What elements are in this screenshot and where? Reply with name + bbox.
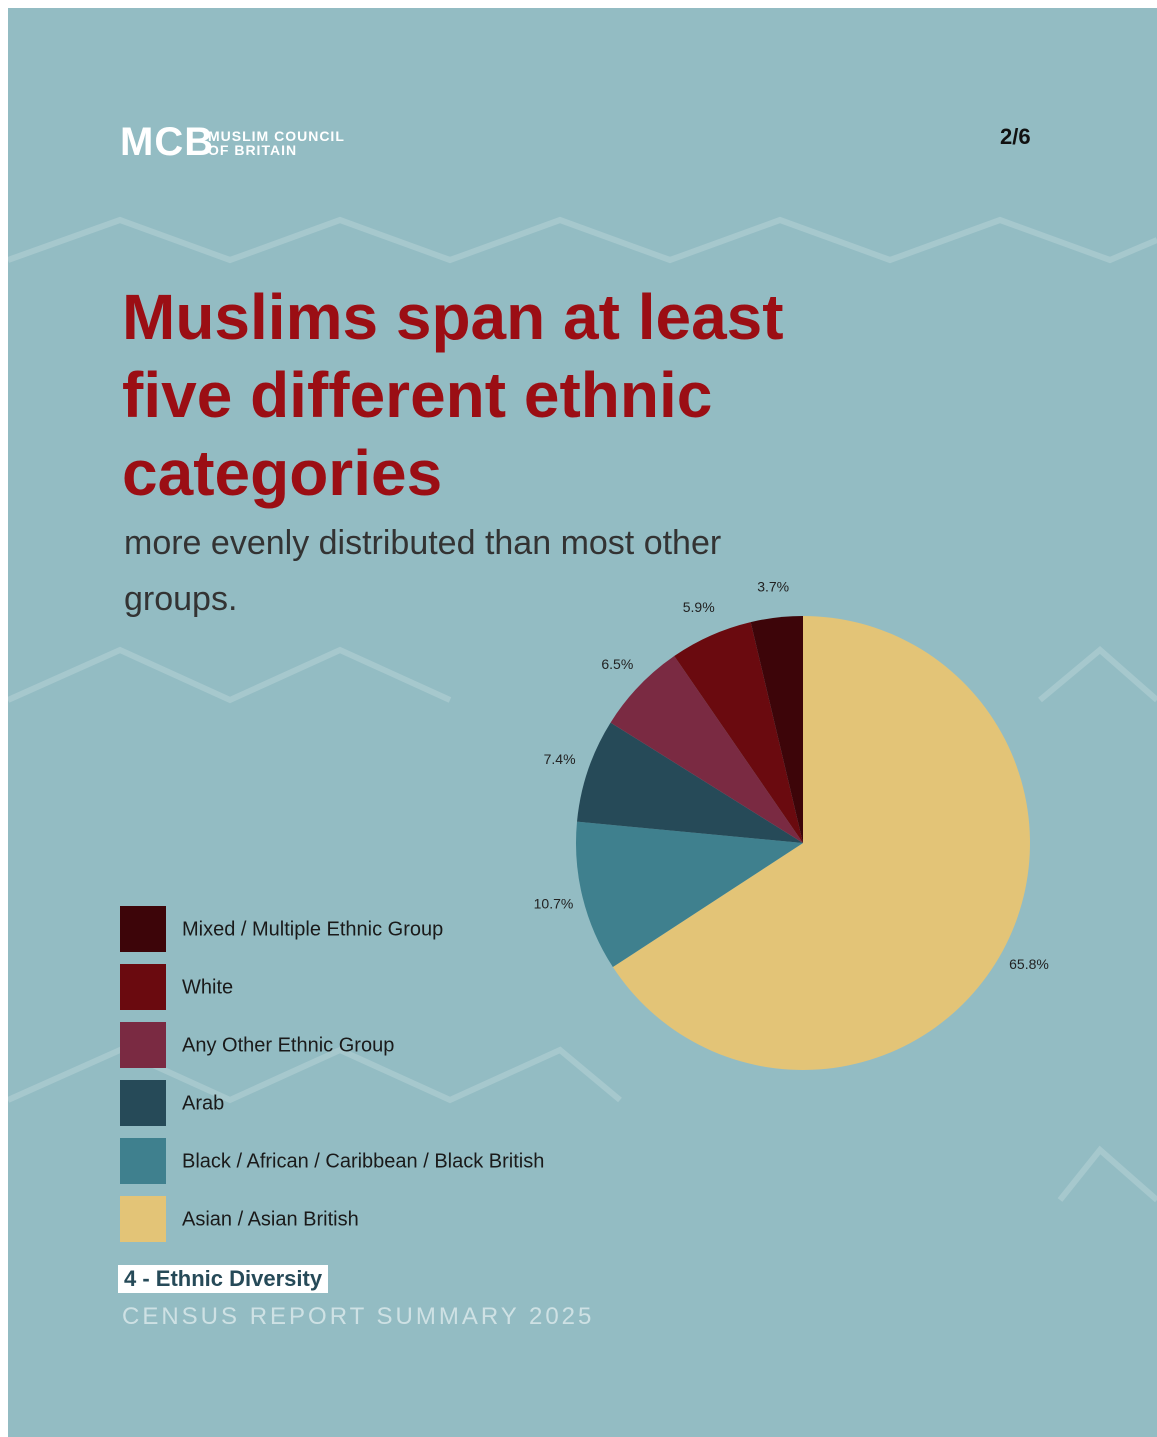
logo-text: MUSLIM COUNCIL <box>208 128 345 144</box>
legend-swatch <box>120 1138 166 1184</box>
pie-slice <box>612 616 1031 1070</box>
page-number: 2/6 <box>1000 124 1031 149</box>
value-label: 7.4% <box>544 751 576 767</box>
legend-label: Asian / Asian British <box>182 1208 359 1230</box>
legend-swatch <box>120 906 166 952</box>
legend-label: Arab <box>182 1092 224 1114</box>
legend-label: White <box>182 976 233 998</box>
value-label: 3.7% <box>757 578 789 594</box>
value-label: 65.8% <box>1009 956 1049 972</box>
pie-slice <box>674 622 803 843</box>
pie-slice <box>577 722 803 843</box>
value-label: 6.5% <box>601 656 633 672</box>
headline: Muslims span at least five different eth… <box>122 281 784 509</box>
value-label: 5.9% <box>683 599 715 615</box>
pie-slice <box>610 656 803 843</box>
logo-mark: MCB <box>120 120 215 164</box>
section-tag: 4 - Ethnic Diversity <box>118 1265 329 1293</box>
legend-swatch <box>120 1080 166 1126</box>
pie-slice <box>576 821 803 968</box>
legend-label: Black / African / Caribbean / Black Brit… <box>182 1150 544 1172</box>
legend-swatch <box>120 964 166 1010</box>
logo-text: OF BRITAIN <box>208 142 298 158</box>
subheadline: more evenly distributed than most other … <box>124 524 722 618</box>
legend-label: Mixed / Multiple Ethnic Group <box>182 918 443 940</box>
legend-swatch <box>120 1196 166 1242</box>
legend-swatch <box>120 1022 166 1068</box>
legend-label: Any Other Ethnic Group <box>182 1034 394 1056</box>
value-label: 10.7% <box>534 895 574 911</box>
pie-slice <box>750 616 803 843</box>
report-name: CENSUS REPORT SUMMARY 2025 <box>122 1303 595 1330</box>
